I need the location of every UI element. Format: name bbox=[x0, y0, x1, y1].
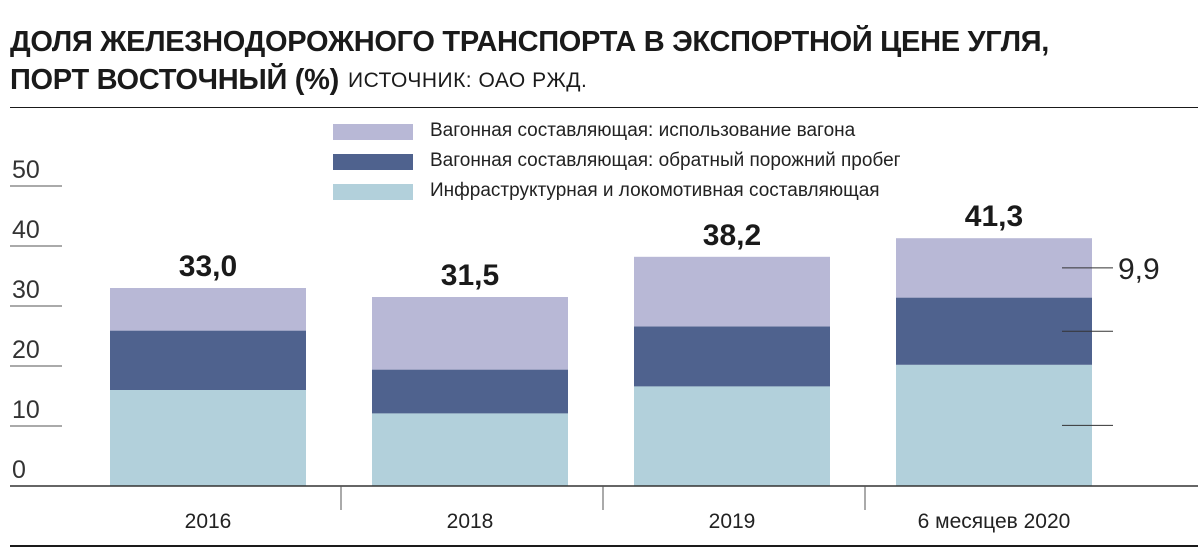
y-tick-label-0: 0 bbox=[12, 456, 26, 484]
y-tick-label-50: 50 bbox=[12, 156, 40, 184]
source-note: ИСТОЧНИК: ОАО РЖД. bbox=[348, 69, 588, 92]
chart-title-line-2: ПОРТ ВОСТОЧНЫЙ (%) bbox=[10, 64, 339, 97]
legend-label-empty-run: Вагонная составляющая: обратный порожний… bbox=[430, 150, 901, 171]
bar-usage-4 bbox=[896, 238, 1092, 298]
bar-usage-3 bbox=[634, 256, 830, 327]
bar-infrastructure-4 bbox=[896, 364, 1092, 486]
bar-usage-2 bbox=[372, 297, 568, 370]
bar-empty-run-3 bbox=[634, 326, 830, 387]
y-tick-label-40: 40 bbox=[12, 216, 40, 244]
bar-infrastructure-3 bbox=[634, 386, 830, 486]
total-label-2: 31,5 bbox=[441, 259, 499, 292]
x-tick-label-2: 2018 bbox=[447, 510, 494, 533]
legend-label-usage: Вагонная составляющая: использование ваг… bbox=[430, 120, 856, 141]
bar-empty-run-4 bbox=[896, 297, 1092, 365]
y-tick-label-10: 10 bbox=[12, 396, 40, 424]
bar-infrastructure-2 bbox=[372, 413, 568, 486]
total-label-4: 41,3 bbox=[965, 200, 1023, 233]
y-tick-label-20: 20 bbox=[12, 336, 40, 364]
bar-usage-1 bbox=[110, 288, 306, 331]
legend-label-infrastructure: Инфраструктурная и локомотивная составля… bbox=[430, 180, 880, 201]
legend-swatch-usage bbox=[333, 124, 413, 140]
x-tick-label-3: 2019 bbox=[709, 510, 756, 533]
x-tick-label-1: 2016 bbox=[185, 510, 232, 533]
annotation-value: 9,9 bbox=[1118, 253, 1160, 286]
y-tick-label-30: 30 bbox=[12, 276, 40, 304]
total-label-3: 38,2 bbox=[703, 219, 761, 252]
top-rule bbox=[10, 107, 1198, 108]
bar-infrastructure-1 bbox=[110, 390, 306, 486]
legend-swatch-empty-run bbox=[333, 154, 413, 170]
x-tick-label-4: 6 месяцев 2020 bbox=[918, 510, 1071, 533]
total-label-1: 33,0 bbox=[179, 250, 237, 283]
bar-empty-run-2 bbox=[372, 369, 568, 414]
chart-title-text: ПОРТ ВОСТОЧНЫЙ (%) bbox=[10, 64, 339, 96]
chart-title-line-1: ДОЛЯ ЖЕЛЕЗНОДОРОЖНОГО ТРАНСПОРТА В ЭКСПО… bbox=[10, 26, 1050, 58]
bottom-rule bbox=[10, 545, 1198, 547]
legend-swatch-infrastructure bbox=[333, 184, 413, 200]
bar-empty-run-1 bbox=[110, 330, 306, 390]
